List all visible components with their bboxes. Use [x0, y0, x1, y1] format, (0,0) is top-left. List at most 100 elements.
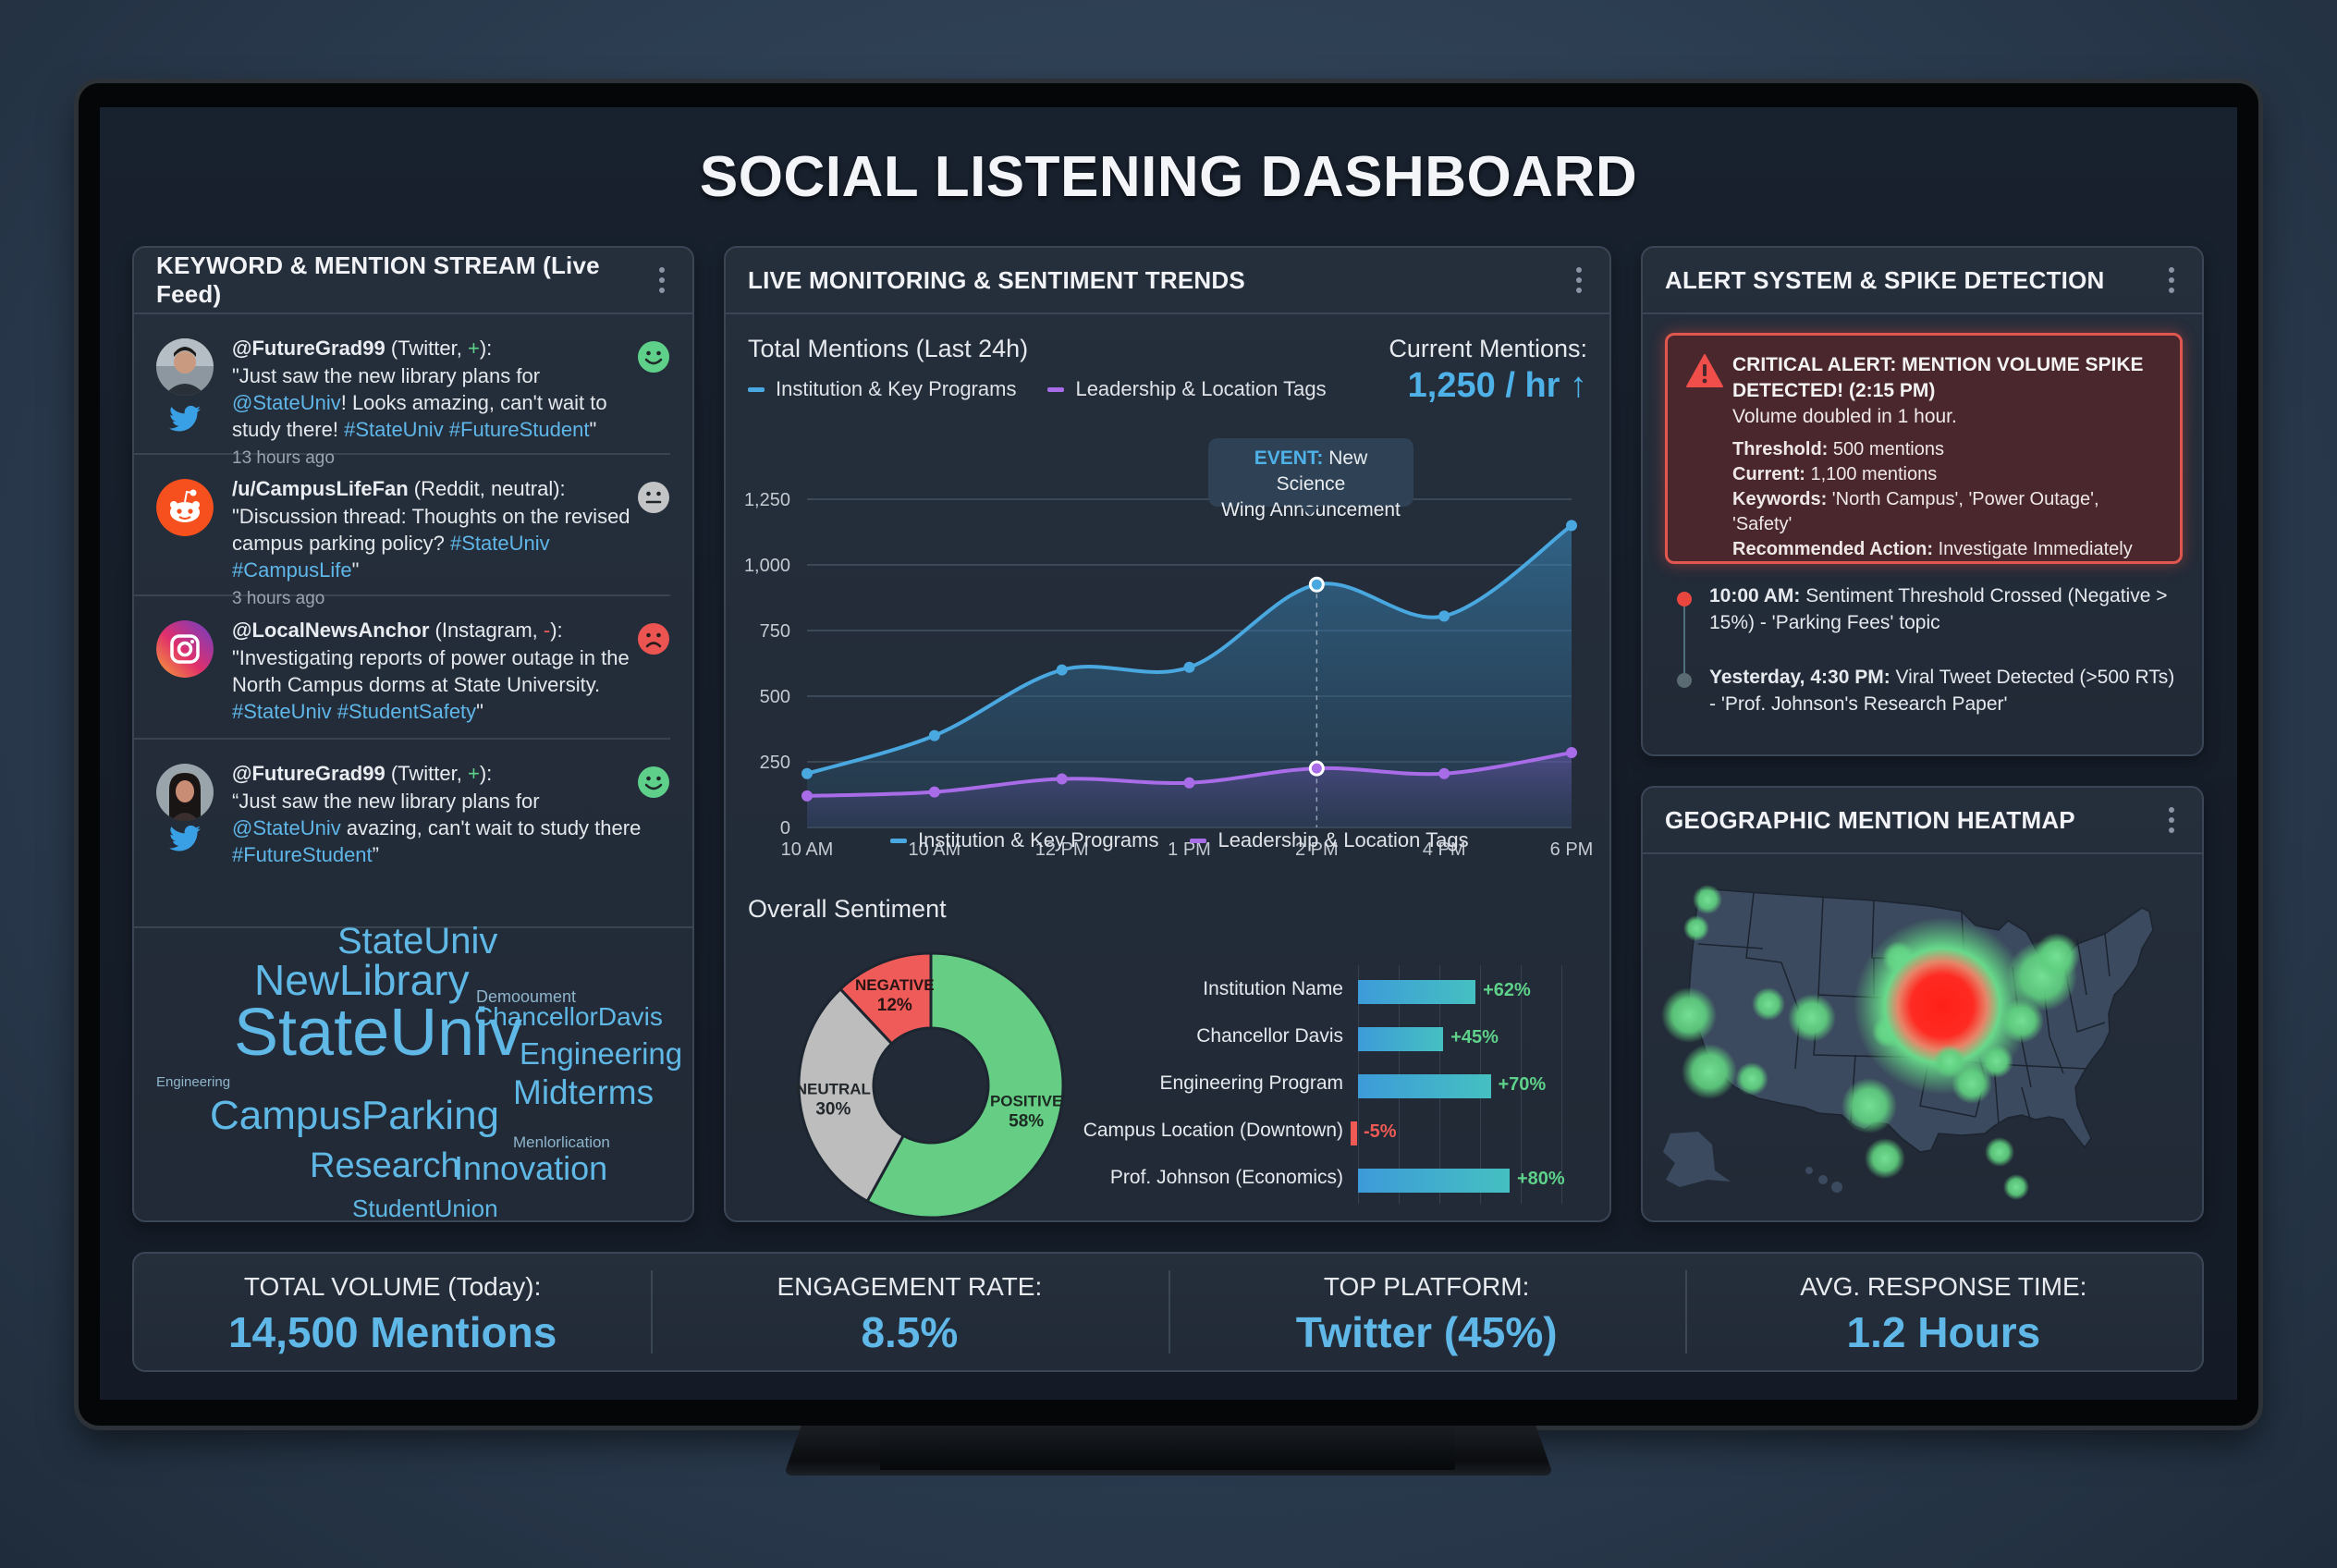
- data-point[interactable]: [1183, 661, 1195, 673]
- twitter-icon: [169, 825, 201, 851]
- data-point[interactable]: [801, 767, 813, 779]
- svg-text:1,250: 1,250: [744, 490, 790, 510]
- word-cloud-term[interactable]: Engineering: [520, 1035, 683, 1071]
- feed-text: "Discussion thread: Thoughts on the revi…: [232, 505, 630, 582]
- more-options-icon[interactable]: [1571, 263, 1587, 297]
- stat-avg-response-time: AVG. RESPONSE TIME: 1.2 Hours: [1684, 1254, 2202, 1370]
- panel-title: ALERT SYSTEM & SPIKE DETECTION: [1665, 265, 2105, 294]
- hashtag-link[interactable]: #StateUniv #FutureStudent: [344, 418, 590, 441]
- donut-slice[interactable]: [797, 986, 906, 1204]
- bar[interactable]: [1358, 1027, 1444, 1051]
- legend-swatch-blue: [748, 386, 765, 392]
- warning-icon: [1686, 354, 1723, 387]
- hashtag-link[interactable]: #FutureStudent: [232, 843, 373, 866]
- timeline-item[interactable]: Yesterday, 4:30 PM: Viral Tweet Detected…: [1709, 667, 2175, 715]
- word-cloud-term[interactable]: NewLibrary: [254, 955, 470, 1004]
- mention-stream-panel: KEYWORD & MENTION STREAM (Live Feed) @Fu…: [132, 246, 694, 1222]
- word-cloud-term[interactable]: CampusParking: [210, 1092, 500, 1138]
- stat-engagement-rate: ENGAGEMENT RATE: 8.5%: [651, 1254, 1168, 1370]
- stat-total-volume: TOTAL VOLUME (Today): 14,500 Mentions: [227, 1272, 557, 1356]
- svg-text:2 PM: 2 PM: [1295, 839, 1339, 860]
- word-cloud-term[interactable]: ChancellorDavis: [474, 1002, 663, 1032]
- data-point[interactable]: [1566, 520, 1577, 532]
- feed-author: @LocalNewsAnchor (Instagram, -):: [232, 619, 563, 642]
- timeline-dot-red: [1677, 592, 1692, 606]
- feed-item[interactable]: @FutureGrad99 (Twitter, +): "Just saw th…: [134, 314, 670, 468]
- feed-text: "Just saw the new library plans for @Sta…: [232, 364, 607, 441]
- neutral-sentiment-icon: [638, 482, 669, 513]
- more-options-icon[interactable]: [2163, 263, 2180, 297]
- donut-slice[interactable]: [865, 951, 1065, 1219]
- feed-timestamp: 3 hours ago: [232, 589, 325, 608]
- data-point[interactable]: [1566, 747, 1577, 759]
- positive-sentiment-icon: [638, 766, 669, 798]
- data-point[interactable]: [928, 786, 940, 798]
- data-point[interactable]: [1438, 610, 1450, 622]
- bar-value: -5%: [1364, 1121, 1397, 1142]
- word-cloud-term[interactable]: Research: [310, 1145, 460, 1185]
- topic-sentiment-bars: Institution Name +62% Chancellor Davis +45%…: [726, 248, 1613, 1224]
- data-point[interactable]: [1308, 576, 1325, 593]
- summary-stats-bar: TOTAL VOLUME (Today): 14,500 Mentions ENG…: [132, 1252, 2204, 1372]
- bar-label: Institution Name: [1203, 978, 1343, 999]
- svg-text:12%: 12%: [877, 996, 912, 1015]
- word-cloud-term[interactable]: Menlorlication: [513, 1133, 610, 1151]
- data-point[interactable]: [1438, 767, 1450, 779]
- trends-panel: LIVE MONITORING & SENTIMENT TRENDS Total…: [724, 246, 1611, 1222]
- negative-sentiment-icon: [638, 623, 669, 655]
- word-cloud-term[interactable]: Midterms: [513, 1072, 655, 1111]
- data-point[interactable]: [1308, 760, 1325, 777]
- panel-title: KEYWORD & MENTION STREAM (Live Feed): [156, 251, 600, 308]
- word-cloud-term[interactable]: Innovation: [454, 1149, 608, 1188]
- bar[interactable]: [1358, 1074, 1491, 1098]
- feed-author: @FutureGrad99 (Twitter, +):: [232, 337, 493, 360]
- mention-link[interactable]: @StateUniv: [232, 391, 341, 414]
- svg-text:500: 500: [760, 687, 790, 707]
- timeline-item[interactable]: 10:00 AM: Sentiment Threshold Crossed (N…: [1709, 585, 2168, 633]
- hashtag-link[interactable]: #StateUniv #CampusLife: [232, 532, 550, 582]
- bar[interactable]: [1358, 980, 1476, 1004]
- alert-threshold: Threshold: 500 mentions: [1732, 439, 1944, 459]
- word-cloud-term[interactable]: Demooument: [476, 986, 577, 1006]
- hashtag-link[interactable]: #StateUniv #StudentSafety: [232, 700, 477, 723]
- data-point[interactable]: [928, 729, 940, 741]
- bar-label: Prof. Johnson (Economics): [1109, 1167, 1343, 1188]
- word-cloud-term[interactable]: StudentUnion: [352, 1194, 498, 1222]
- panel-title: GEOGRAPHIC MENTION HEATMAP: [1665, 805, 2075, 834]
- bar[interactable]: [1351, 1121, 1357, 1145]
- current-mentions-label: Current Mentions:: [1389, 335, 1587, 362]
- avatar: [156, 764, 214, 821]
- sentiment-donut-chart: POSITIVE 58% NEUTRAL 30% NEGATIVE 12%: [796, 951, 1065, 1219]
- alert-title: CRITICAL ALERT: MENTION VOLUME SPIKE DET…: [1732, 354, 2144, 401]
- svg-text:POSITIVE: POSITIVE: [990, 1092, 1062, 1109]
- word-cloud-term[interactable]: StateUniv: [234, 995, 523, 1070]
- bar-value: +70%: [1498, 1074, 1547, 1095]
- keyword-word-cloud: StateUniv NewLibrary Demooument ChancellorD…: [134, 921, 692, 1222]
- data-point[interactable]: [1056, 664, 1068, 676]
- svg-text:NEGATIVE: NEGATIVE: [855, 976, 935, 994]
- timeline-connector: [1683, 597, 1685, 675]
- feed-item[interactable]: @LocalNewsAnchor (Instagram, -): "Invest…: [134, 596, 670, 740]
- donut-slice[interactable]: [838, 951, 933, 1046]
- critical-alert-card[interactable]: CRITICAL ALERT: MENTION VOLUME SPIKE DET…: [1665, 333, 2183, 564]
- feed-item[interactable]: /u/CampusLifeFan (Reddit, neutral): "Dis…: [134, 455, 670, 608]
- data-point[interactable]: [1183, 777, 1195, 789]
- svg-text:1,000: 1,000: [744, 556, 790, 576]
- data-point[interactable]: [1056, 773, 1068, 785]
- event-tooltip: EVENT: New Science Wing Announcement: [1208, 438, 1413, 521]
- svg-text:10 AM: 10 AM: [908, 839, 960, 860]
- bar-label: Engineering Program: [1159, 1072, 1343, 1094]
- more-options-icon[interactable]: [2163, 803, 2180, 837]
- more-options-icon[interactable]: [654, 263, 670, 297]
- word-cloud-term[interactable]: Engineering: [156, 1074, 231, 1091]
- word-cloud-term[interactable]: StateUniv: [337, 921, 498, 962]
- feed-item[interactable]: @FutureGrad99 (Twitter, +): “Just saw th…: [134, 740, 670, 869]
- mention-link[interactable]: @StateUniv: [232, 816, 341, 839]
- legend-swatch-purple: [1047, 386, 1065, 392]
- us-heatmap[interactable]: [1643, 856, 2202, 1222]
- alert-current: Current: 1,100 mentions: [1732, 464, 1938, 484]
- panel-header: KEYWORD & MENTION STREAM (Live Feed): [134, 248, 692, 314]
- bar[interactable]: [1358, 1169, 1510, 1193]
- data-point[interactable]: [801, 790, 813, 802]
- panel-header: GEOGRAPHIC MENTION HEATMAP: [1643, 788, 2202, 854]
